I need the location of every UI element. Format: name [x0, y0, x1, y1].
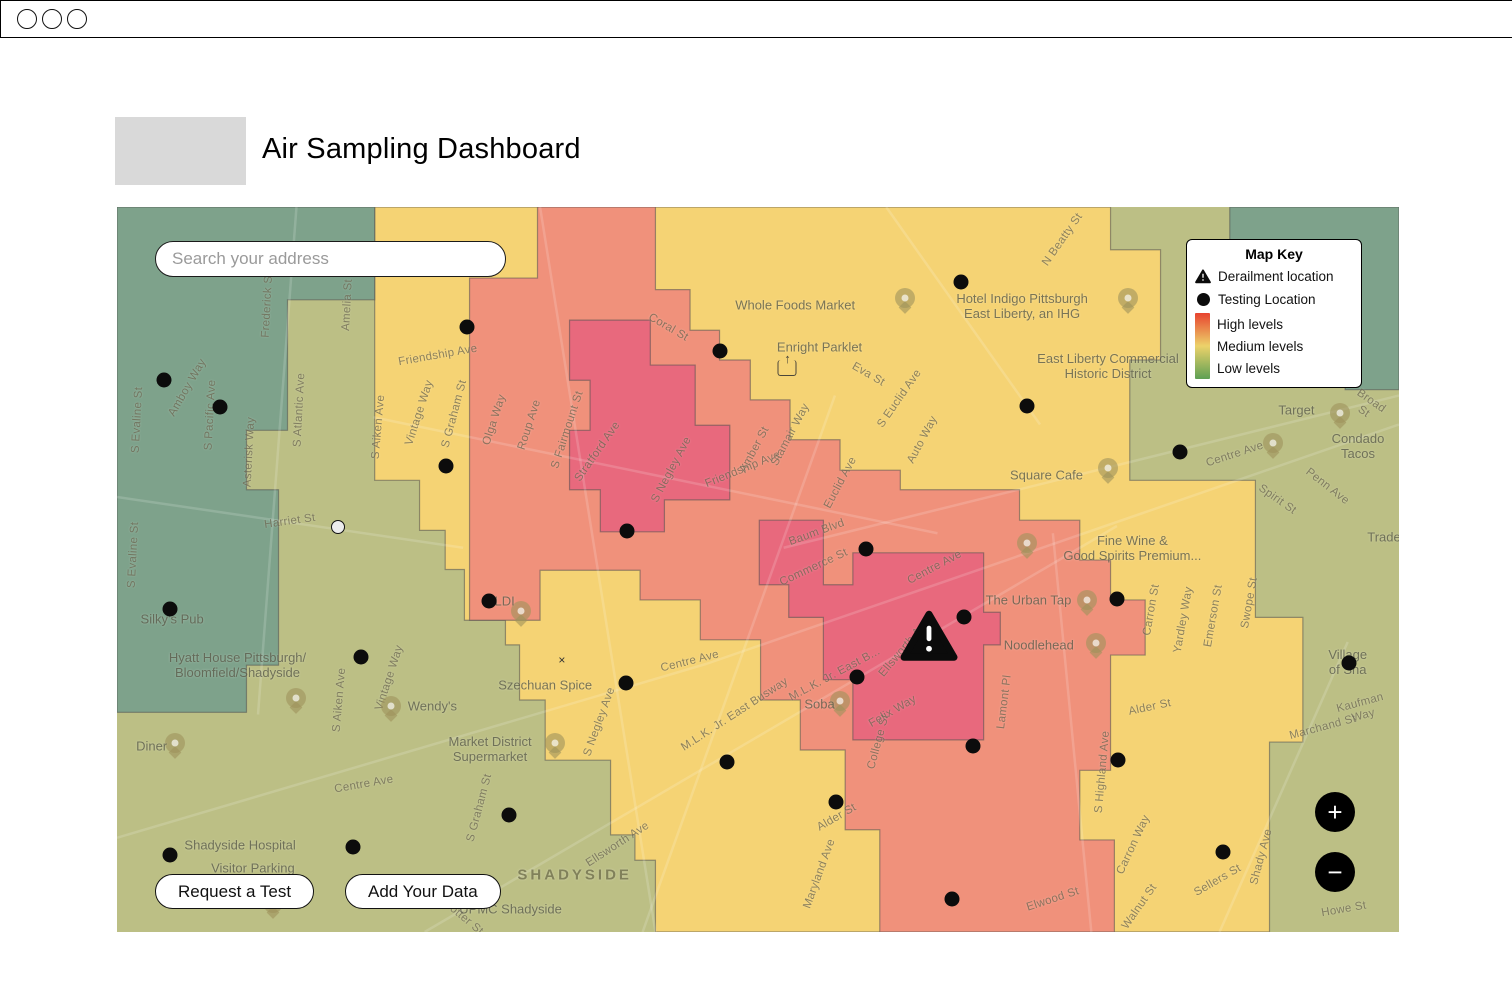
street-line [540, 207, 655, 932]
legend-title: Map Key [1245, 246, 1303, 262]
testing-location-dot[interactable] [1215, 844, 1231, 860]
testing-location-dot[interactable] [1019, 398, 1035, 414]
poi-pin-icon[interactable] [1017, 532, 1038, 553]
poi-pin-icon[interactable] [286, 688, 307, 708]
street-line [784, 396, 1399, 548]
testing-location-dot[interactable] [1172, 444, 1188, 460]
map-canvas[interactable]: Friendship Ave Friendship Ave Coral St Eva … [117, 207, 1399, 932]
poi-pin-icon[interactable] [545, 732, 566, 753]
testing-location-dot[interactable] [1341, 655, 1357, 671]
legend-item-label: Low levels [1217, 360, 1281, 376]
testing-location-dot[interactable] [345, 839, 361, 855]
testing-location-dot[interactable] [162, 601, 178, 617]
page-title: Air Sampling Dashboard [262, 133, 581, 165]
derailment-marker warning-triangle-icon[interactable] [900, 610, 958, 667]
testing-location-dot[interactable] [619, 523, 635, 539]
legend-item-derailment: Derailment location [1195, 265, 1353, 288]
map-key-legend: Map Key Derailment location Testing Loca… [1186, 239, 1362, 388]
heat-zone-low-teal-left [117, 207, 375, 712]
testing-location-dot[interactable] [712, 343, 728, 359]
testing-location-dot[interactable] [438, 458, 454, 474]
street-line [1220, 642, 1348, 932]
browser-titlebar [0, 0, 1512, 38]
legend-item-label: Testing Location [1218, 292, 1316, 307]
levels-gradient-bar [1195, 313, 1210, 379]
testing-location-dot[interactable] [1109, 591, 1125, 607]
testing-location-dot[interactable] [965, 738, 981, 754]
testing-location-dot[interactable] [481, 593, 497, 609]
poi-pin-icon[interactable] [1118, 287, 1139, 308]
street-line [425, 526, 1117, 932]
testing-location-dot[interactable] [956, 609, 972, 625]
legend-item-label: Derailment location [1218, 269, 1334, 284]
zoom-out-button[interactable]: − [1315, 852, 1355, 892]
street-line [117, 497, 463, 548]
testing-location-dot[interactable] [944, 891, 960, 907]
poi-pin-icon[interactable] [164, 732, 185, 753]
testing-location-dot[interactable] [828, 794, 844, 810]
poi-pin-icon[interactable] [1097, 458, 1118, 479]
poi-pin-icon[interactable] [510, 601, 531, 621]
app-logo-placeholder [115, 117, 246, 185]
legend-item-label: High levels [1217, 316, 1284, 332]
dot-icon [1195, 293, 1211, 306]
heat-zone-high-red-core [759, 520, 1000, 740]
window-control-icon[interactable] [17, 9, 37, 29]
testing-location-dot[interactable] [459, 319, 475, 335]
testing-location-dot[interactable] [858, 541, 874, 557]
legend-item-testing: Testing Location [1195, 288, 1353, 311]
poi-pin-icon[interactable] [1330, 403, 1351, 424]
street-line [886, 207, 1040, 425]
share-icon: ↑ [777, 351, 797, 376]
street-line [117, 664, 707, 838]
poi-pin-icon[interactable] [1086, 632, 1107, 653]
legend-levels: High levels Medium levels Low levels [1195, 313, 1353, 379]
add-your-data-button[interactable]: Add Your Data [345, 874, 501, 909]
poi-pin-icon[interactable] [895, 287, 916, 308]
testing-location-dot[interactable] [618, 675, 634, 691]
poi-pin-icon[interactable] [1077, 590, 1098, 611]
testing-location-dot[interactable] [162, 847, 178, 863]
testing-location-dot[interactable] [719, 754, 735, 770]
street-line [373, 417, 937, 533]
legend-item-label: Medium levels [1217, 338, 1304, 354]
window-control-icon[interactable] [42, 9, 62, 29]
testing-location-dot[interactable] [156, 372, 172, 388]
pending-location-dot[interactable] [330, 519, 345, 534]
request-test-button[interactable]: Request a Test [155, 874, 315, 909]
poi-pin-icon[interactable] [830, 690, 851, 711]
testing-location-dot[interactable] [849, 669, 865, 685]
testing-location-dot[interactable] [1110, 752, 1126, 768]
window-control-icon[interactable] [67, 9, 87, 29]
street-line [1053, 533, 1091, 932]
street-line [258, 207, 296, 715]
warning-triangle-icon [1195, 269, 1211, 284]
testing-location-dot[interactable] [353, 649, 369, 665]
poi-pin-icon[interactable] [381, 695, 402, 716]
search-input[interactable] [155, 241, 506, 277]
street-line [707, 425, 1399, 664]
zoom-in-button[interactable]: + [1315, 792, 1355, 832]
x-mark-icon: × [558, 653, 566, 668]
heat-zone-high-red-upper [570, 320, 730, 532]
poi-pin-icon[interactable] [1263, 432, 1284, 453]
testing-location-dot[interactable] [501, 807, 517, 823]
testing-location-dot[interactable] [212, 399, 228, 415]
street-line [643, 396, 835, 933]
testing-location-dot[interactable] [953, 274, 969, 290]
